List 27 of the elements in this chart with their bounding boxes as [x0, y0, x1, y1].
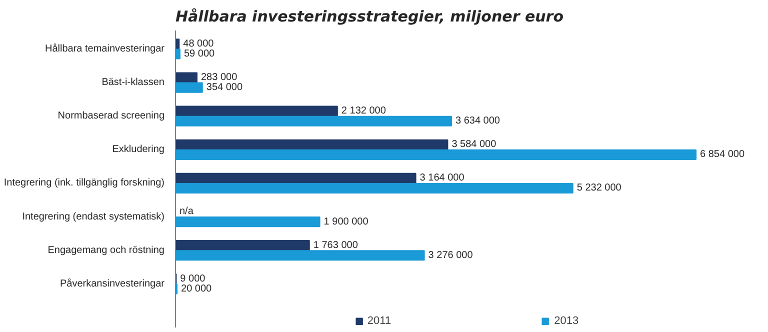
data-label: 5 232 000 — [576, 182, 622, 194]
data-label: 59 000 — [184, 48, 216, 60]
y-tick-label: Engagemang och röstning — [48, 244, 164, 256]
y-tick-label: Påverkansinvesteringar — [60, 277, 166, 290]
data-label: 9 000 — [180, 273, 206, 284]
data-label: 6 854 000 — [700, 149, 745, 160]
data-label: 1 763 000 — [313, 240, 358, 251]
data-label: 1 900 000 — [324, 216, 369, 228]
data-label: 20 000 — [181, 283, 212, 294]
legend-label: 2011 — [367, 315, 392, 327]
data-label: 3 634 000 — [455, 116, 500, 127]
y-tick-label: Hållbara temainvesteringar — [45, 42, 166, 54]
data-label: 3 164 000 — [420, 172, 465, 184]
legend-label: 2013 — [554, 315, 579, 327]
data-label: 354 000 — [206, 82, 243, 94]
y-tick-label: Integrering (endast systematisk) — [22, 211, 164, 222]
y-tick-label: Integrering (ink. tillgänglig forskning) — [4, 178, 165, 189]
data-label: 48 000 — [183, 38, 214, 50]
chart-title: Hållbara investeringsstrategier, miljoner euro — [176, 8, 564, 26]
data-label: 3 276 000 — [428, 250, 474, 261]
y-tick-label: Bäst-i-klassen — [102, 77, 165, 88]
text: n/a — [180, 206, 194, 218]
data-label: 3 584 000 — [452, 139, 497, 150]
data-label: 2 132 000 — [341, 106, 386, 117]
y-tick-label: Normbaserad screening — [58, 110, 164, 122]
y-tick-label: Exkludering — [112, 144, 165, 156]
data-label: 283 000 — [200, 72, 238, 83]
